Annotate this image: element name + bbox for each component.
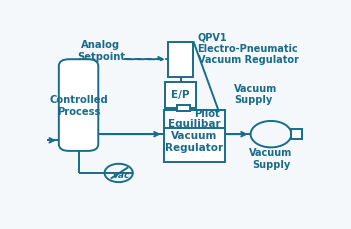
- Bar: [165, 82, 196, 108]
- Text: Equilibar
Vacuum
Regulator: Equilibar Vacuum Regulator: [165, 120, 223, 153]
- Text: QPV1
Electro-Pneumatic
Vacuum Regulator: QPV1 Electro-Pneumatic Vacuum Regulator: [198, 32, 298, 65]
- Text: Analog
Setpoint: Analog Setpoint: [77, 41, 125, 62]
- Text: Vacuum
Supply: Vacuum Supply: [250, 148, 293, 170]
- Text: vac: vac: [113, 171, 130, 180]
- Bar: [164, 110, 225, 162]
- Text: Controlled
Process: Controlled Process: [49, 95, 108, 117]
- Bar: [177, 104, 190, 111]
- Bar: [291, 129, 302, 139]
- Text: Pilot: Pilot: [194, 109, 220, 119]
- Bar: [168, 42, 193, 77]
- Text: Vacuum
Supply: Vacuum Supply: [234, 84, 278, 105]
- Text: E/P: E/P: [171, 90, 190, 100]
- FancyBboxPatch shape: [59, 59, 98, 151]
